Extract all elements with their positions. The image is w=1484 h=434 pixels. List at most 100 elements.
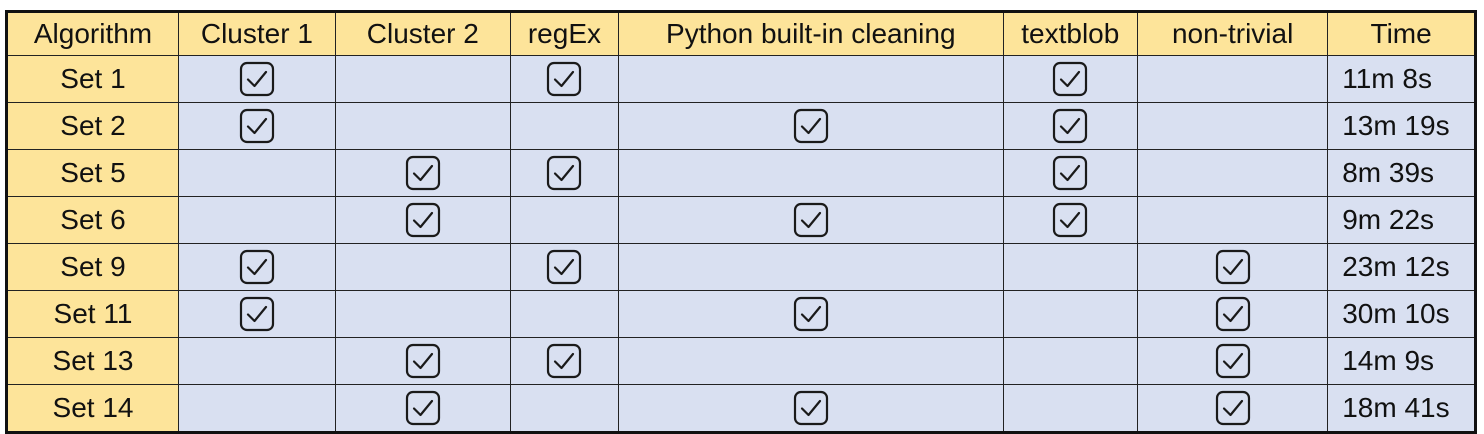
- row-label: Set 9: [6, 243, 179, 291]
- table-row: Set 2 13m 19s: [6, 102, 1476, 150]
- table-row: Set 11 30m 10s: [6, 290, 1476, 338]
- header-row: Algorithm Cluster 1 Cluster 2 regEx Pyth…: [6, 11, 1476, 56]
- cell-python-cleaning: [618, 196, 1004, 244]
- cell-non-trivial: [1137, 102, 1329, 150]
- table-body: Set 1 11m 8s Set 2 13m 19s Set 5 8m 39s Set 6 9…: [6, 55, 1476, 433]
- checkbox-checked-icon: [239, 249, 275, 285]
- cell-python-cleaning: [618, 55, 1004, 103]
- cell-non-trivial: [1137, 384, 1329, 433]
- cell-cluster-2: [334, 149, 511, 197]
- cell-regex: [509, 149, 620, 197]
- row-label: Set 13: [6, 337, 179, 385]
- row-label: Set 1: [6, 55, 179, 103]
- cell-non-trivial: [1137, 55, 1329, 103]
- checkbox-checked-icon: [239, 296, 275, 332]
- cell-textblob: [1002, 384, 1139, 433]
- cell-cluster-2: [334, 290, 511, 338]
- checkbox-checked-icon: [1215, 390, 1251, 426]
- checkbox-checked-icon: [1052, 155, 1088, 191]
- cell-python-cleaning: [618, 384, 1004, 433]
- table-row: Set 9 23m 12s: [6, 243, 1476, 291]
- cell-cluster-1: [177, 149, 336, 197]
- cell-non-trivial: [1137, 196, 1329, 244]
- cell-cluster-1: [177, 337, 336, 385]
- checkbox-checked-icon: [1052, 61, 1088, 97]
- cell-regex: [509, 102, 620, 150]
- checkbox-checked-icon: [793, 390, 829, 426]
- row-label: Set 6: [6, 196, 179, 244]
- checkbox-checked-icon: [546, 249, 582, 285]
- cell-python-cleaning: [618, 337, 1004, 385]
- cell-regex: [509, 196, 620, 244]
- checkbox-checked-icon: [1052, 108, 1088, 144]
- cell-cluster-1: [177, 196, 336, 244]
- table-row: Set 5 8m 39s: [6, 149, 1476, 197]
- cell-time: 30m 10s: [1327, 290, 1476, 338]
- cell-textblob: [1002, 290, 1139, 338]
- table-row: Set 6 9m 22s: [6, 196, 1476, 244]
- row-label: Set 5: [6, 149, 179, 197]
- cell-non-trivial: [1137, 149, 1329, 197]
- checkbox-checked-icon: [405, 343, 441, 379]
- checkbox-checked-icon: [546, 155, 582, 191]
- cell-cluster-2: [334, 55, 511, 103]
- cell-time: 23m 12s: [1327, 243, 1476, 291]
- cell-non-trivial: [1137, 243, 1329, 291]
- table-row: Set 14 18m 41s: [6, 384, 1476, 433]
- cell-time: 14m 9s: [1327, 337, 1476, 385]
- cell-python-cleaning: [618, 149, 1004, 197]
- cell-cluster-1: [177, 102, 336, 150]
- cell-textblob: [1002, 102, 1139, 150]
- row-label: Set 11: [6, 290, 179, 338]
- checkbox-checked-icon: [239, 108, 275, 144]
- checkbox-checked-icon: [793, 108, 829, 144]
- header-python-cleaning: Python built-in cleaning: [618, 11, 1004, 56]
- checkbox-checked-icon: [793, 202, 829, 238]
- table-row: Set 13 14m 9s: [6, 337, 1476, 385]
- cell-cluster-1: [177, 384, 336, 433]
- table-header: Algorithm Cluster 1 Cluster 2 regEx Pyth…: [6, 11, 1476, 56]
- cell-cluster-2: [334, 384, 511, 433]
- cell-python-cleaning: [618, 290, 1004, 338]
- header-regex: regEx: [509, 11, 620, 56]
- cell-time: 13m 19s: [1327, 102, 1476, 150]
- cell-regex: [509, 290, 620, 338]
- cell-textblob: [1002, 196, 1139, 244]
- row-label: Set 2: [6, 102, 179, 150]
- row-label: Set 14: [6, 384, 179, 433]
- cell-cluster-2: [334, 337, 511, 385]
- cell-textblob: [1002, 337, 1139, 385]
- cell-cluster-1: [177, 290, 336, 338]
- checkbox-checked-icon: [546, 343, 582, 379]
- cell-cluster-1: [177, 55, 336, 103]
- header-cluster-2: Cluster 2: [334, 11, 511, 56]
- checkbox-checked-icon: [405, 202, 441, 238]
- header-algorithm: Algorithm: [6, 11, 179, 56]
- table-row: Set 1 11m 8s: [6, 55, 1476, 103]
- checkbox-checked-icon: [405, 155, 441, 191]
- cell-cluster-2: [334, 243, 511, 291]
- header-non-trivial: non-trivial: [1137, 11, 1329, 56]
- checkbox-checked-icon: [405, 390, 441, 426]
- checkbox-checked-icon: [793, 296, 829, 332]
- cell-regex: [509, 384, 620, 433]
- cell-cluster-1: [177, 243, 336, 291]
- cell-time: 18m 41s: [1327, 384, 1476, 433]
- cell-python-cleaning: [618, 102, 1004, 150]
- header-textblob: textblob: [1002, 11, 1139, 56]
- cell-cluster-2: [334, 196, 511, 244]
- header-time: Time: [1327, 11, 1476, 56]
- checkbox-checked-icon: [1215, 296, 1251, 332]
- cell-textblob: [1002, 149, 1139, 197]
- checkbox-checked-icon: [239, 61, 275, 97]
- cell-textblob: [1002, 55, 1139, 103]
- checkbox-checked-icon: [1052, 202, 1088, 238]
- cell-cluster-2: [334, 102, 511, 150]
- cell-non-trivial: [1137, 290, 1329, 338]
- algorithm-comparison-page: Algorithm Cluster 1 Cluster 2 regEx Pyth…: [5, 10, 1477, 434]
- algorithm-comparison-table: Algorithm Cluster 1 Cluster 2 regEx Pyth…: [5, 10, 1477, 434]
- cell-regex: [509, 243, 620, 291]
- checkbox-checked-icon: [1215, 249, 1251, 285]
- cell-non-trivial: [1137, 337, 1329, 385]
- checkbox-checked-icon: [546, 61, 582, 97]
